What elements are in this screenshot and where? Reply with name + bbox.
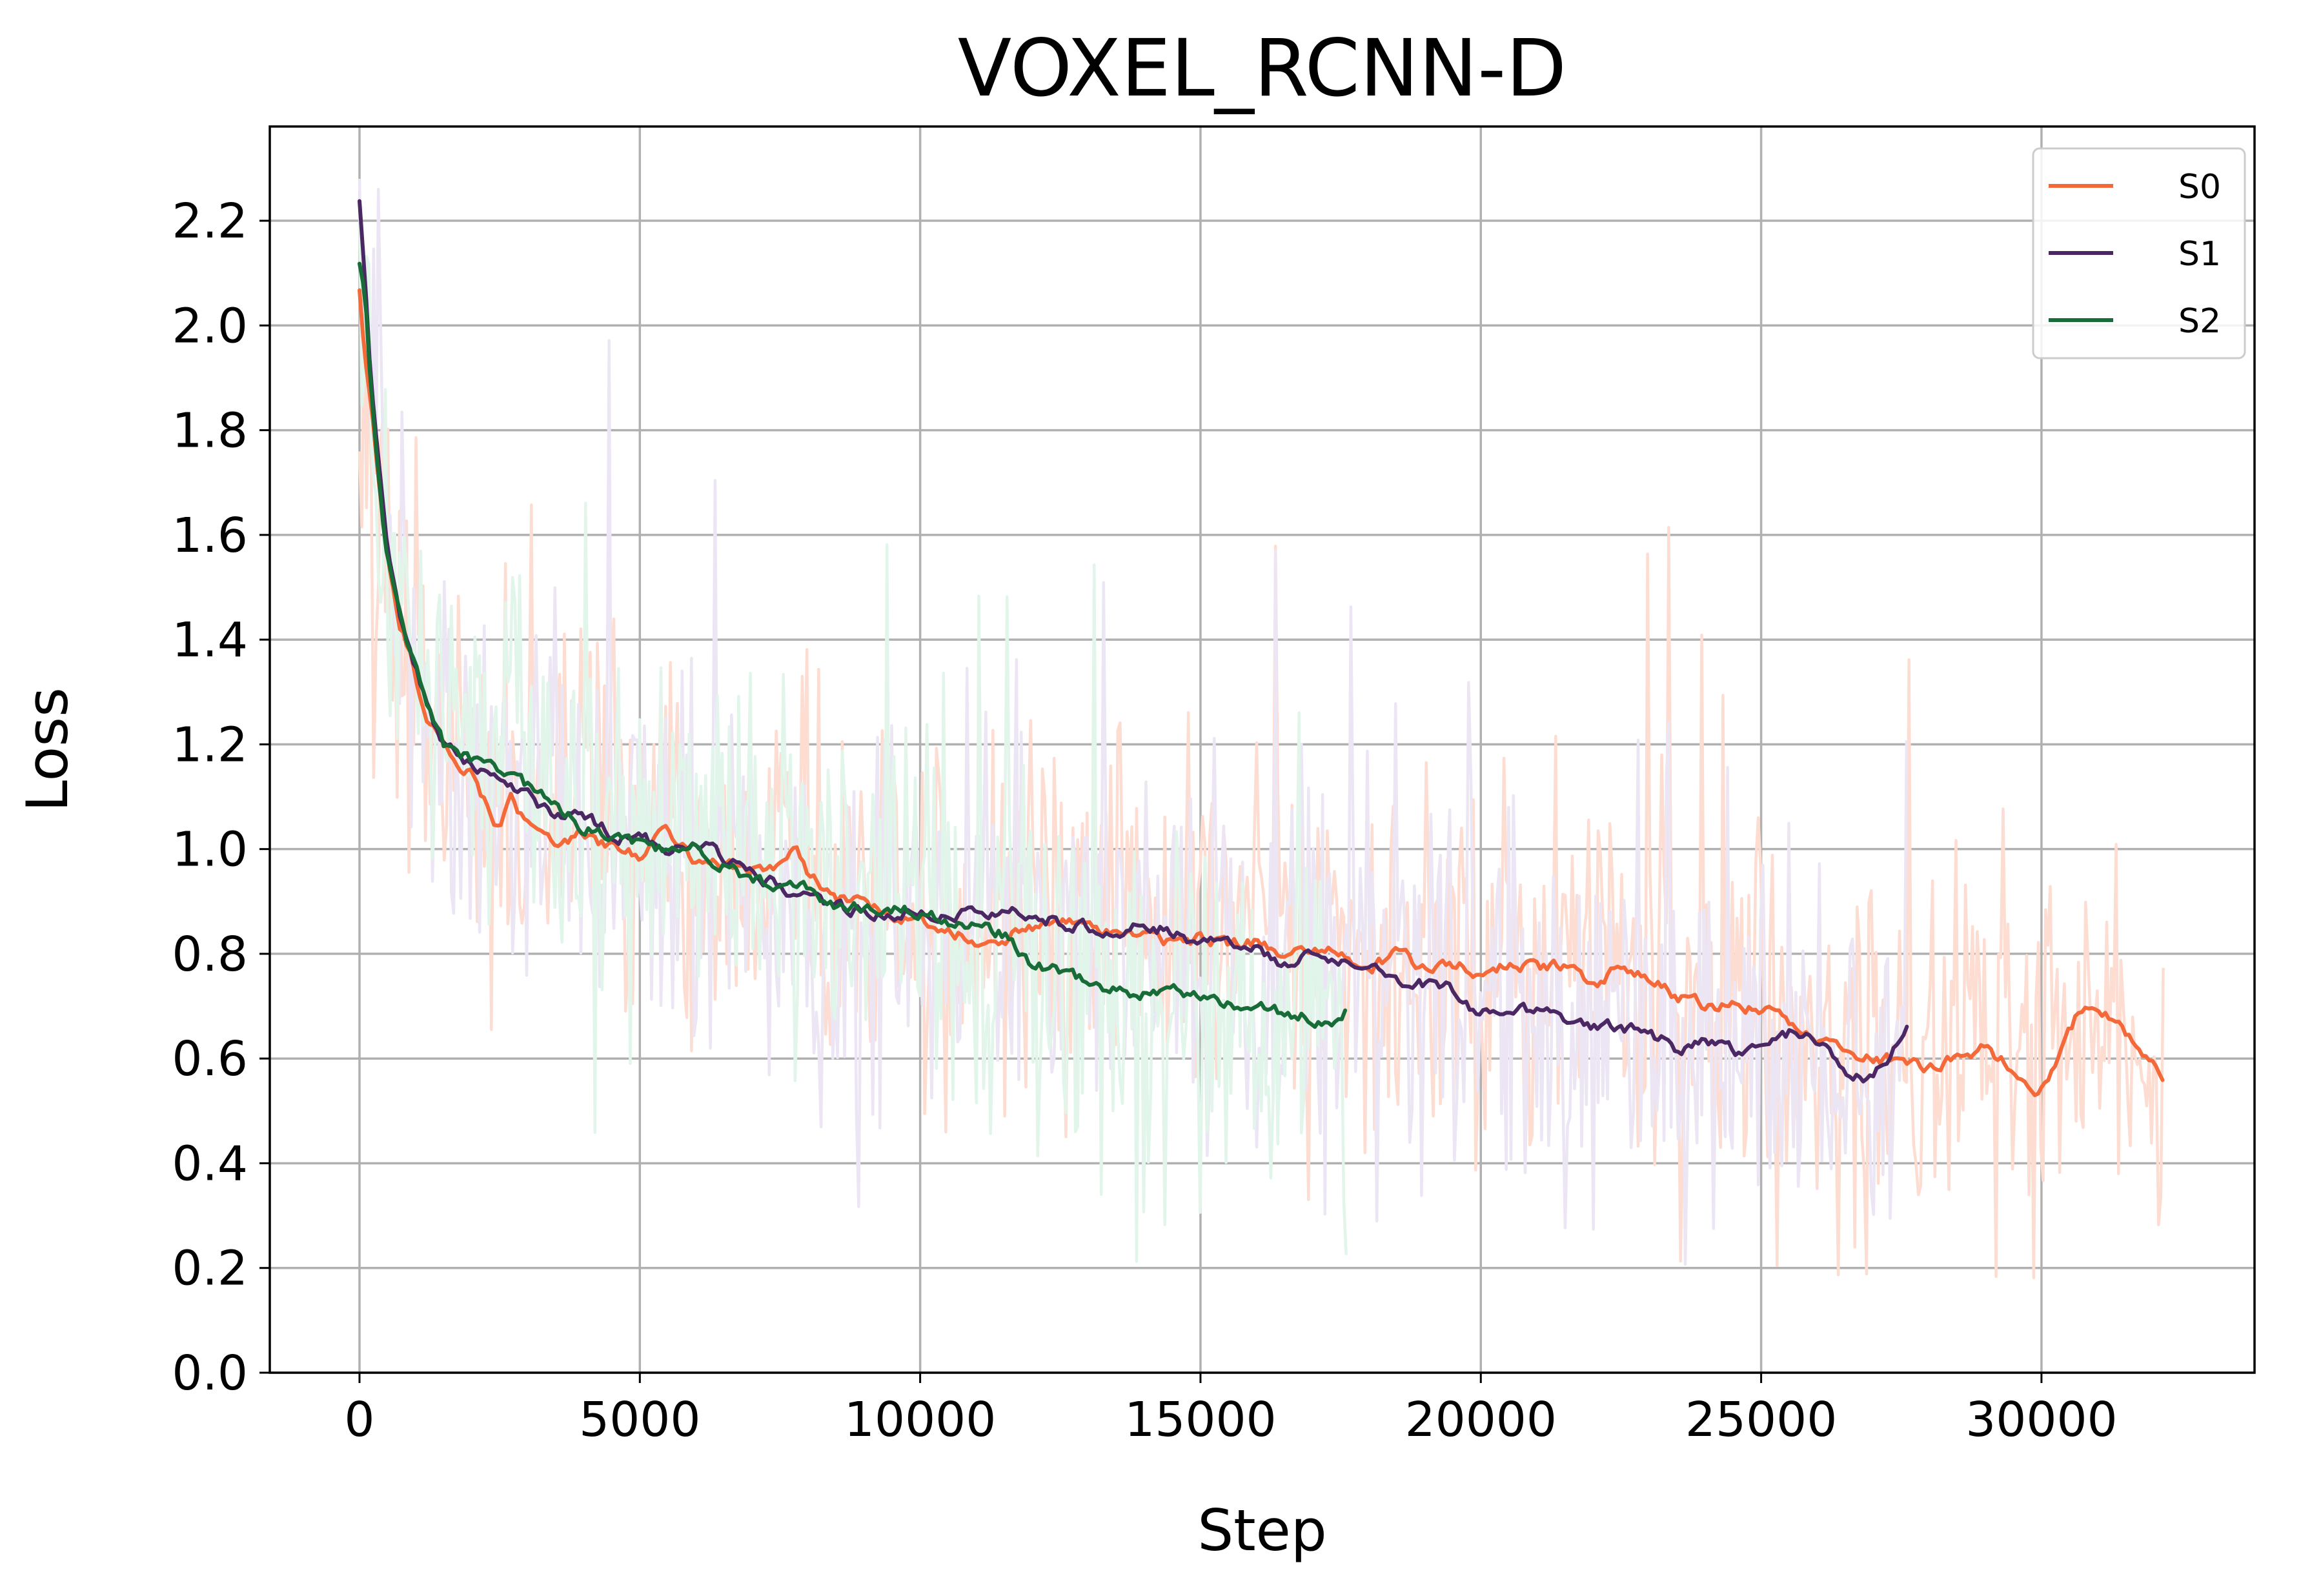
x-tick-label: 10000 bbox=[844, 1392, 996, 1448]
y-tick-label: 1.8 bbox=[172, 403, 248, 459]
y-tick-label: 0.0 bbox=[172, 1346, 248, 1401]
smoothed-loss-lines bbox=[358, 199, 2165, 1097]
x-axis-title: Step bbox=[1197, 1497, 1326, 1564]
legend-box bbox=[2032, 147, 2246, 359]
plot-frame bbox=[269, 125, 2256, 1374]
y-tick-label: 1.2 bbox=[172, 717, 248, 773]
x-tick-label: 30000 bbox=[1965, 1392, 2117, 1448]
legend: S0 S1 S2 bbox=[2032, 147, 2246, 359]
y-tick-label: 2.0 bbox=[172, 298, 248, 354]
chart-title: VOXEL_RCNN-D bbox=[958, 23, 1567, 114]
series-line-s1 bbox=[358, 199, 1909, 1084]
legend-label-s1: S1 bbox=[2178, 235, 2221, 274]
y-tick-label: 1.6 bbox=[172, 508, 248, 563]
x-tick-label: 0 bbox=[344, 1392, 374, 1448]
y-tick-label: 0.2 bbox=[172, 1241, 248, 1297]
y-tick-label: 0.8 bbox=[172, 927, 248, 982]
series-line-s2 bbox=[358, 261, 1348, 1029]
y-tick-label: 1.0 bbox=[172, 822, 248, 878]
x-tick-label: 5000 bbox=[579, 1392, 700, 1448]
series-line-s0 bbox=[358, 288, 2165, 1097]
raw-trace-s2 bbox=[358, 201, 1348, 1263]
x-tick-label: 20000 bbox=[1405, 1392, 1557, 1448]
y-tick-label: 1.4 bbox=[172, 612, 248, 668]
x-tick-label: 25000 bbox=[1685, 1392, 1837, 1448]
x-tick-label: 15000 bbox=[1124, 1392, 1276, 1448]
y-tick-label: 0.6 bbox=[172, 1031, 248, 1087]
axis-ticks: 0 5000 10000 15000 20000 25000 30000 0.0 0.2 0.4 0… bbox=[172, 194, 2117, 1448]
legend-label-s2: S2 bbox=[2178, 302, 2221, 341]
legend-label-s0: S0 bbox=[2178, 168, 2221, 207]
y-tick-label: 2.2 bbox=[172, 194, 248, 249]
y-tick-label: 0.4 bbox=[172, 1136, 248, 1191]
y-axis-title: Loss bbox=[14, 687, 81, 812]
